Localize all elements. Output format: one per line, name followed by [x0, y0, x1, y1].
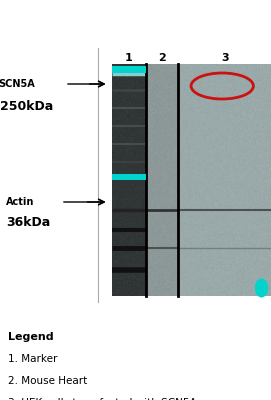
Bar	[112, 64, 271, 296]
Bar	[146, 64, 178, 296]
Text: 1: 1	[125, 53, 133, 63]
Circle shape	[256, 279, 267, 297]
Text: 2: 2	[158, 53, 165, 63]
Text: Actin: Actin	[6, 197, 34, 207]
Text: 3: 3	[221, 53, 229, 63]
Text: Legend: Legend	[8, 332, 54, 342]
Text: 1. Marker: 1. Marker	[8, 354, 57, 364]
Bar	[112, 174, 146, 180]
Bar	[112, 64, 146, 296]
Text: 3. HEK cells transfected with SCN5A: 3. HEK cells transfected with SCN5A	[8, 398, 197, 400]
Bar	[112, 66, 146, 73]
Text: 2. Mouse Heart: 2. Mouse Heart	[8, 376, 87, 386]
Text: 36kDa: 36kDa	[6, 216, 51, 228]
Text: 250kDa: 250kDa	[1, 100, 54, 112]
Text: SCN5A: SCN5A	[0, 79, 35, 89]
